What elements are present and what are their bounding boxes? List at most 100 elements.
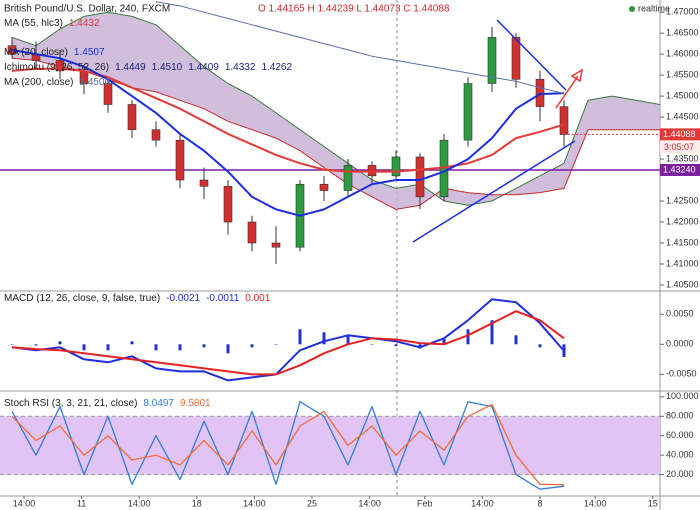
candle-body: [127, 104, 137, 130]
arrow-head: [570, 68, 584, 83]
candle-body: [391, 156, 401, 177]
y-tick-label: 0.0050: [666, 309, 694, 319]
histogram-bar: [442, 338, 446, 345]
y-tick-label: 1.41000: [666, 258, 699, 268]
x-tick-label: 15: [648, 498, 658, 508]
legend-item: -0.0021: [166, 293, 200, 304]
candle-body: [151, 129, 161, 141]
stoch-line: [11, 401, 565, 490]
stoch-line: [11, 403, 565, 486]
realtime-dot: [629, 6, 635, 12]
y-tick-label: 1.45000: [666, 90, 699, 100]
macd-line: [11, 298, 565, 382]
y-tick-label: 100.000: [666, 391, 699, 401]
histogram-bar: [274, 344, 278, 345]
legend-item: Ichimoku (9, 26, 52, 26): [4, 62, 109, 73]
y-tick-label: 1.42500: [666, 195, 699, 205]
x-tick-label: 18: [192, 498, 202, 508]
x-tick-label: 14:00: [13, 498, 36, 508]
candle-body: [415, 156, 425, 198]
legend-item: 1.4332: [225, 62, 256, 73]
candle-body: [199, 179, 209, 187]
histogram-bar: [538, 344, 542, 348]
trendline: [412, 140, 576, 243]
y-tick-label: 20.000: [666, 469, 694, 479]
chart-title: British Pound/U.S. Dollar, 240, FXCM: [4, 4, 170, 15]
legend-item: 9.5801: [180, 398, 211, 409]
y-tick-label: 1.42000: [666, 216, 699, 226]
y-tick-label: 1.44500: [666, 111, 699, 121]
x-tick-label: 14:00: [128, 498, 151, 508]
candle-body: [343, 165, 353, 191]
legend: Ichimoku (9, 26, 52, 26) 1.4449 1.4510 1.44…: [4, 62, 292, 73]
legend-item: MA (20, close): [4, 47, 68, 58]
legend: MA (200, close) 1.4506: [4, 77, 111, 88]
arrow-shaft: [555, 75, 579, 109]
y-tick-label: 1.46000: [666, 49, 699, 59]
histogram-bar: [490, 320, 494, 345]
legend-item: Stoch RSI (3, 3, 21, 21, close): [4, 398, 137, 409]
y-tick-label: 0.0000: [666, 339, 694, 349]
moving-average: [155, 1, 565, 95]
layer-text: 1.44088 3:05:07 1.43240 1.47000 1.46500 1.460…: [4, 3, 700, 508]
legend: Stoch RSI (3, 3, 21, 21, close) 8.0497 9.5…: [4, 398, 211, 409]
x-tick-label: 8: [537, 498, 542, 508]
candle-body: [103, 83, 113, 105]
histogram-bar: [34, 344, 38, 346]
histogram-bar: [370, 344, 374, 345]
legend-item: MA (55, hlc3): [4, 18, 63, 29]
candle-body: [511, 37, 521, 80]
histogram-bar: [202, 344, 206, 348]
y-tick-label: 1.41500: [666, 237, 699, 247]
histogram-bar: [82, 344, 86, 351]
candle-body: [271, 242, 281, 248]
y-tick-label: -0.0050: [666, 369, 697, 379]
price-tag-label: 1.44088: [663, 129, 696, 139]
layer-back: [0, 11, 661, 476]
ichimoku-cloud: [12, 12, 660, 210]
legend-item: MACD (12, 26, close, 9, false, true): [4, 293, 160, 304]
y-tick-label: 1.47000: [666, 7, 699, 17]
histogram-bar: [394, 344, 398, 347]
legend-item: MA (200, close): [4, 77, 73, 88]
histogram-bar: [250, 344, 254, 348]
legend-item: 1.4262: [261, 62, 292, 73]
histogram-bar: [226, 344, 230, 354]
countdown: 3:05:07: [664, 142, 694, 152]
histogram-bar: [514, 335, 518, 345]
x-tick-label: 14:00: [243, 498, 266, 508]
y-tick-label: 60.000: [666, 430, 694, 440]
legend: MA (20, close) 1.4507: [4, 47, 105, 58]
x-tick-label: 14:00: [471, 498, 494, 508]
realtime: realtime: [638, 3, 670, 13]
candle-body: [223, 186, 233, 223]
legend-item: 1.4507: [74, 47, 105, 58]
x-tick-label: 11: [77, 498, 86, 508]
price-tag: [660, 163, 700, 176]
y-tick-label: 40.000: [666, 450, 694, 460]
histogram-bar: [130, 341, 134, 345]
legend-item: 8.0497: [143, 398, 174, 409]
y-tick-label: 80.000: [666, 411, 694, 421]
macd-line: [11, 310, 565, 376]
price-tag-label: 1.43240: [663, 164, 696, 174]
candle-body: [247, 221, 257, 244]
histogram-bar: [178, 344, 182, 351]
histogram-bar: [322, 332, 326, 345]
y-tick-label: 1.46500: [666, 28, 699, 38]
moving-average: [11, 48, 565, 217]
x-tick-label: Feb: [417, 498, 433, 508]
y-tick-label: 1.43500: [666, 153, 699, 163]
legend: MA (55, hlc3) 1.4432: [4, 18, 100, 29]
histogram-bar: [10, 344, 14, 345]
candle-body: [559, 106, 569, 135]
legend-item: -0.0011: [206, 293, 240, 304]
trendline: [496, 19, 567, 91]
x-tick-label: 25: [307, 498, 317, 508]
candle-body: [175, 139, 185, 181]
candle-body: [319, 183, 329, 191]
candle-body: [55, 60, 65, 72]
legend-item: 1.4510: [152, 62, 183, 73]
